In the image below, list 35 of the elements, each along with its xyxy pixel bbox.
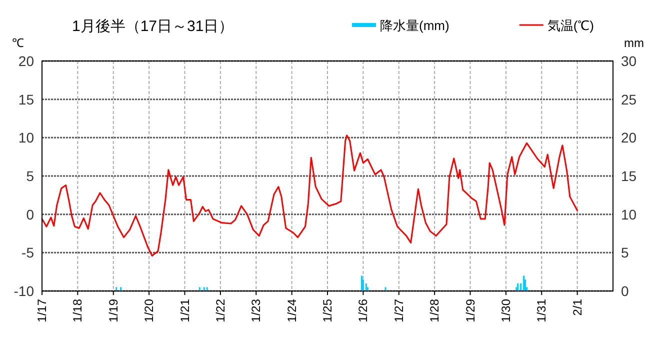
y-tick-label: -5	[22, 244, 34, 261]
y2-tick-label: 5	[621, 244, 629, 261]
chart-title: 1月後半（17日～31日）	[72, 18, 234, 35]
legend-label: 降水量(mm)	[380, 18, 450, 33]
y-tick-label: 0	[26, 206, 34, 222]
y2-tick-label: 25	[621, 91, 637, 108]
y2-tick-label: 15	[621, 168, 637, 184]
x-tick-label: 2/1	[570, 298, 584, 316]
x-tick-label: 1/30	[498, 298, 513, 322]
legend-label: 気温(℃)	[547, 18, 594, 33]
x-tick-label: 1/21	[178, 298, 192, 322]
y-tick-label: 10	[18, 130, 34, 146]
x-tick-label: 1/18	[70, 298, 85, 322]
x-tick-label: 1/26	[356, 298, 370, 322]
x-tick-label: 1/31	[534, 298, 549, 322]
x-tick-label: 1/25	[320, 298, 334, 322]
y2-tick-label: 30	[621, 53, 637, 69]
y-axis-title: ℃	[12, 36, 24, 50]
y-tick-label: -10	[14, 283, 34, 299]
x-tick-label: 1/27	[392, 298, 406, 322]
x-tick-label: 1/24	[284, 298, 299, 322]
x-tick-label: 1/17	[35, 298, 49, 322]
y-tick-label: 5	[26, 168, 34, 184]
x-tick-label: 1/20	[142, 298, 156, 322]
y2-tick-label: 20	[621, 130, 637, 146]
x-tick-label: 1/19	[106, 298, 120, 322]
y2-tick-label: 0	[621, 283, 629, 299]
x-tick-label: 1/29	[463, 298, 478, 322]
y-tick-label: 15	[18, 91, 34, 108]
x-tick-label: 1/22	[213, 298, 228, 322]
y-tick-label: 20	[18, 53, 34, 69]
y2-axis-title: mm	[624, 36, 644, 50]
x-tick-label: 1/23	[249, 298, 264, 322]
y2-tick-label: 10	[621, 206, 637, 222]
x-tick-label: 1/28	[428, 298, 442, 322]
